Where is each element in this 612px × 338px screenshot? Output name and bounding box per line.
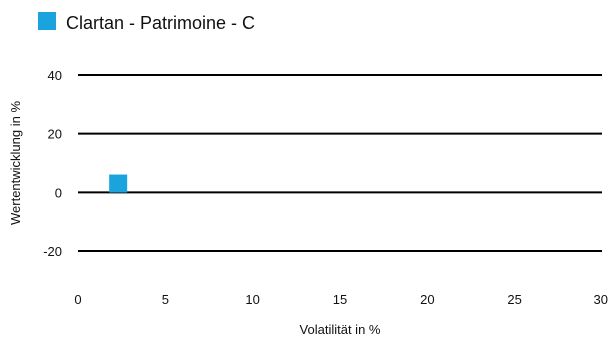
data-points bbox=[109, 174, 128, 193]
y-axis-label: Wertentwicklung in % bbox=[8, 101, 23, 225]
y-tick-label: 40 bbox=[48, 68, 62, 83]
x-tick-label: 25 bbox=[507, 292, 521, 307]
x-axis-label: Volatilität in % bbox=[300, 322, 381, 337]
y-tick-label: 20 bbox=[48, 127, 62, 142]
x-tick-label: 30 bbox=[594, 292, 608, 307]
legend: Clartan - Patrimoine - C bbox=[38, 12, 255, 33]
x-tick-label: 10 bbox=[245, 292, 259, 307]
y-tick-labels: -20 0 20 40 bbox=[43, 68, 62, 259]
x-tick-label: 15 bbox=[333, 292, 347, 307]
x-tick-label: 20 bbox=[420, 292, 434, 307]
legend-label: Clartan - Patrimoine - C bbox=[66, 13, 255, 33]
data-point bbox=[109, 174, 128, 193]
y-tick-label: -20 bbox=[43, 244, 62, 259]
x-tick-labels: 0 5 10 15 20 25 30 bbox=[74, 292, 608, 307]
x-tick-label: 5 bbox=[162, 292, 169, 307]
y-tick-label: 0 bbox=[55, 185, 62, 200]
legend-swatch bbox=[38, 12, 56, 30]
gridlines bbox=[78, 74, 602, 252]
x-tick-label: 0 bbox=[74, 292, 81, 307]
